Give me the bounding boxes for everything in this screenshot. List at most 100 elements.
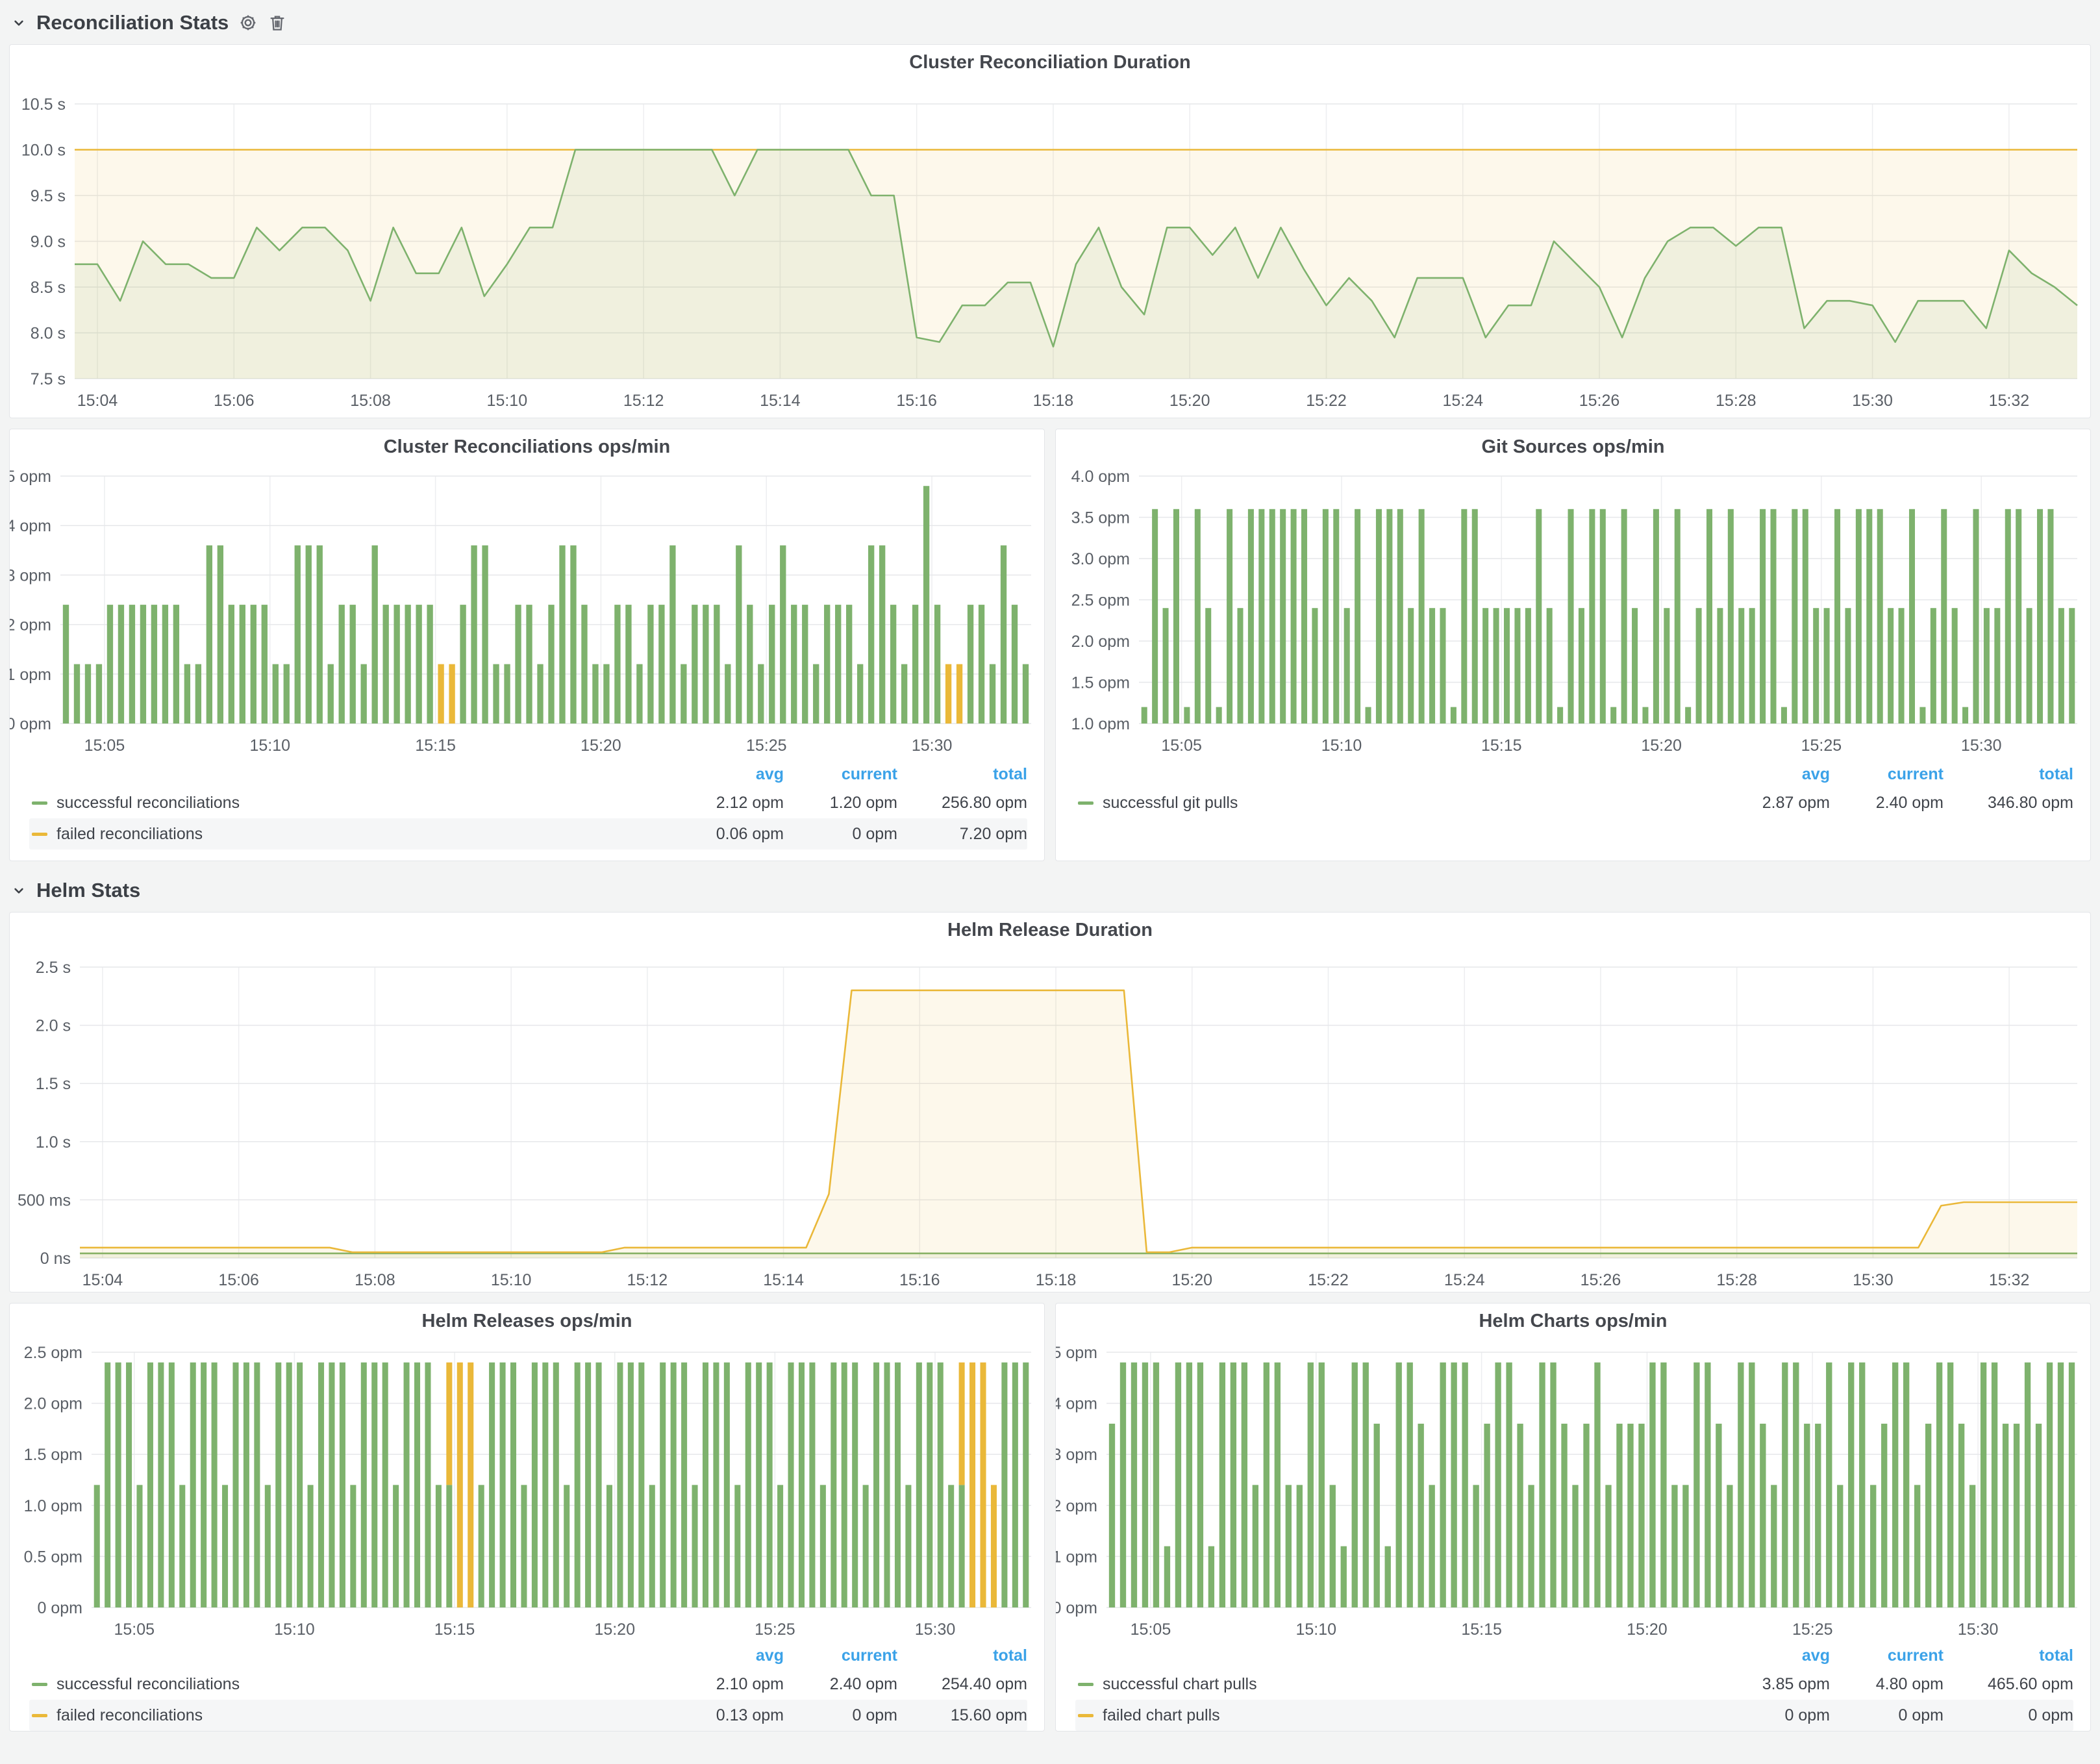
panel-title[interactable]: Helm Releases ops/min bbox=[421, 1310, 632, 1331]
y-tick-label: 0 opm bbox=[1056, 1599, 1097, 1617]
helm-release-duration-chart[interactable]: 15:04 15:06 15:08 15:10 15:12 15:14 15:16 15:18… bbox=[10, 948, 2090, 1292]
legend-value-avg: 2.87 opm bbox=[1762, 793, 1830, 812]
legend-value-avg: 2.12 opm bbox=[716, 793, 784, 812]
x-tick-label: 15:15 bbox=[434, 1620, 475, 1639]
x-tick-label: 15:15 bbox=[1461, 1620, 1502, 1639]
legend-value-current: 0 opm bbox=[852, 824, 897, 843]
y-tick-label: 1 opm bbox=[10, 666, 51, 684]
panel-cluster-reconciliations-opm: Cluster Reconciliations ops/min 15:05 15:… bbox=[9, 429, 1045, 861]
y-tick-label: 2.0 opm bbox=[1071, 633, 1130, 651]
legend-series-label[interactable]: failed reconciliations bbox=[56, 1706, 203, 1724]
panel-title[interactable]: Cluster Reconciliations ops/min bbox=[383, 436, 671, 457]
series-color-dash-icon bbox=[32, 1713, 47, 1717]
chevron-down-icon[interactable] bbox=[10, 14, 27, 31]
y-tick-label: 1.0 s bbox=[36, 1133, 71, 1152]
legend-helm-charts: avg current total successful chart pulls 3.8… bbox=[1056, 1641, 2090, 1731]
git-sources-chart[interactable]: 15:05 15:10 15:15 15:20 15:25 15:30 1.0 opm 1.5… bbox=[1056, 464, 2090, 760]
legend-value-current: 2.40 opm bbox=[829, 1674, 897, 1693]
legend-series-label[interactable]: successful git pulls bbox=[1103, 793, 1238, 812]
legend-sort-current[interactable]: current bbox=[1887, 764, 1944, 783]
x-tick-label: 15:06 bbox=[214, 392, 255, 410]
panel-title[interactable]: Git Sources ops/min bbox=[1481, 436, 1665, 457]
panel-title[interactable]: Helm Charts ops/min bbox=[1479, 1310, 1668, 1331]
x-tick-label: 15:28 bbox=[1716, 1271, 1757, 1289]
legend-series-label[interactable]: successful reconciliations bbox=[56, 793, 240, 812]
legend-series-label[interactable]: successful reconciliations bbox=[56, 1674, 240, 1693]
y-tick-label: 10.5 s bbox=[21, 95, 66, 114]
y-tick-label: 1.5 s bbox=[36, 1075, 71, 1093]
x-tick-label: 15:10 bbox=[249, 737, 290, 755]
panel-helm-charts-opm: Helm Charts ops/min 15:05 15:10 15:15 15:20… bbox=[1055, 1303, 2091, 1732]
section-title[interactable]: Reconciliation Stats bbox=[36, 11, 229, 34]
legend-sort-current[interactable]: current bbox=[841, 1646, 897, 1665]
y-tick-label: 0 opm bbox=[10, 715, 51, 733]
x-tick-label: 15:30 bbox=[915, 1620, 956, 1639]
x-tick-label: 15:10 bbox=[1295, 1620, 1336, 1639]
legend-sort-avg[interactable]: avg bbox=[755, 764, 784, 783]
legend-series-label[interactable]: successful chart pulls bbox=[1103, 1674, 1257, 1693]
y-tick-label: 4.0 opm bbox=[1071, 468, 1130, 486]
x-tick-label: 15:32 bbox=[1989, 1271, 2030, 1289]
x-tick-label: 15:26 bbox=[1579, 392, 1620, 410]
section-header-helm-stats[interactable]: Helm Stats bbox=[10, 873, 2091, 908]
legend-sort-avg[interactable]: avg bbox=[1801, 1646, 1830, 1665]
x-tick-label: 15:24 bbox=[1442, 392, 1483, 410]
legend-value-total: 256.80 opm bbox=[941, 793, 1027, 812]
x-tick-label: 15:30 bbox=[1852, 392, 1893, 410]
cluster-reconciliations-chart[interactable]: 15:05 15:10 15:15 15:20 15:25 15:30 0 opm 1 opm… bbox=[10, 464, 1044, 760]
legend-row: successful reconciliations 2.10 opm 2.40 o… bbox=[29, 1669, 1027, 1700]
legend-value-total: 346.80 opm bbox=[1987, 793, 2073, 812]
legend-sort-total[interactable]: total bbox=[2039, 764, 2073, 783]
gear-icon[interactable] bbox=[238, 12, 258, 33]
panel-cluster-reconciliation-duration: Cluster Reconciliation Duration 15:04 15:… bbox=[9, 44, 2091, 418]
legend-sort-total[interactable]: total bbox=[993, 764, 1027, 783]
y-tick-label: 1.5 opm bbox=[1071, 674, 1130, 692]
panel-title[interactable]: Cluster Reconciliation Duration bbox=[909, 51, 1191, 73]
panel-title[interactable]: Helm Release Duration bbox=[947, 919, 1153, 940]
section-title[interactable]: Helm Stats bbox=[36, 879, 141, 901]
legend-sort-total[interactable]: total bbox=[993, 1646, 1027, 1665]
legend-value-current: 1.20 opm bbox=[829, 793, 897, 812]
legend-sort-current[interactable]: current bbox=[841, 764, 897, 783]
series-color-dash-icon bbox=[32, 832, 47, 836]
legend-row: failed reconciliations 0.06 opm 0 opm 7.20 … bbox=[29, 818, 1027, 850]
chevron-down-icon[interactable] bbox=[10, 882, 27, 899]
helm-charts-chart[interactable]: 15:05 15:10 15:15 15:20 15:25 15:30 0 opm 1 opm… bbox=[1056, 1339, 2090, 1641]
legend-sort-avg[interactable]: avg bbox=[1801, 764, 1830, 783]
legend-row: successful chart pulls 3.85 opm 4.80 opm 46… bbox=[1075, 1669, 2073, 1700]
legend-row: failed reconciliations 0.13 opm 0 opm 15.60… bbox=[29, 1700, 1027, 1731]
x-tick-label: 15:04 bbox=[82, 1271, 123, 1289]
y-tick-label: 8.5 s bbox=[31, 279, 66, 297]
legend-value-total: 7.20 opm bbox=[959, 824, 1027, 843]
y-tick-label: 0 ns bbox=[40, 1250, 71, 1268]
y-tick-label: 4 opm bbox=[1056, 1395, 1097, 1413]
x-tick-label: 15:18 bbox=[1036, 1271, 1077, 1289]
y-tick-label: 9.5 s bbox=[31, 187, 66, 205]
x-tick-label: 15:16 bbox=[899, 1271, 940, 1289]
trash-icon[interactable] bbox=[268, 13, 287, 32]
helm-releases-chart[interactable]: 15:05 15:10 15:15 15:20 15:25 15:30 0 opm 0.5 o… bbox=[10, 1339, 1044, 1641]
panel-helm-releases-opm: Helm Releases ops/min 15:05 15:10 15:15 15:… bbox=[9, 1303, 1045, 1732]
x-tick-label: 15:25 bbox=[755, 1620, 795, 1639]
x-tick-label: 15:20 bbox=[1627, 1620, 1668, 1639]
legend-sort-avg[interactable]: avg bbox=[755, 1646, 784, 1665]
y-tick-label: 0.5 opm bbox=[24, 1548, 82, 1566]
y-tick-label: 1.5 opm bbox=[24, 1446, 82, 1464]
legend-series-label[interactable]: failed reconciliations bbox=[56, 824, 203, 843]
y-tick-label: 7.5 s bbox=[31, 370, 66, 388]
x-tick-label: 15:12 bbox=[627, 1271, 668, 1289]
section-header-reconciliation-stats[interactable]: Reconciliation Stats bbox=[10, 5, 2091, 40]
x-tick-label: 15:05 bbox=[114, 1620, 155, 1639]
legend-sort-current[interactable]: current bbox=[1887, 1646, 1944, 1665]
x-tick-label: 15:10 bbox=[487, 392, 528, 410]
legend-value-avg: 3.85 opm bbox=[1762, 1674, 1830, 1693]
legend-series-label[interactable]: failed chart pulls bbox=[1103, 1706, 1220, 1724]
legend-row: successful reconciliations 2.12 opm 1.20 o… bbox=[29, 787, 1027, 818]
y-tick-label: 1 opm bbox=[1056, 1548, 1097, 1566]
x-tick-label: 15:06 bbox=[218, 1271, 259, 1289]
legend-sort-total[interactable]: total bbox=[2039, 1646, 2073, 1665]
x-tick-label: 15:05 bbox=[1161, 737, 1202, 755]
legend-value-avg: 0.13 opm bbox=[716, 1706, 784, 1724]
x-tick-label: 15:25 bbox=[1801, 737, 1842, 755]
cluster-reconciliation-duration-chart[interactable]: 15:04 15:06 15:08 15:10 15:12 15:14 15:16 15:18… bbox=[10, 80, 2090, 418]
